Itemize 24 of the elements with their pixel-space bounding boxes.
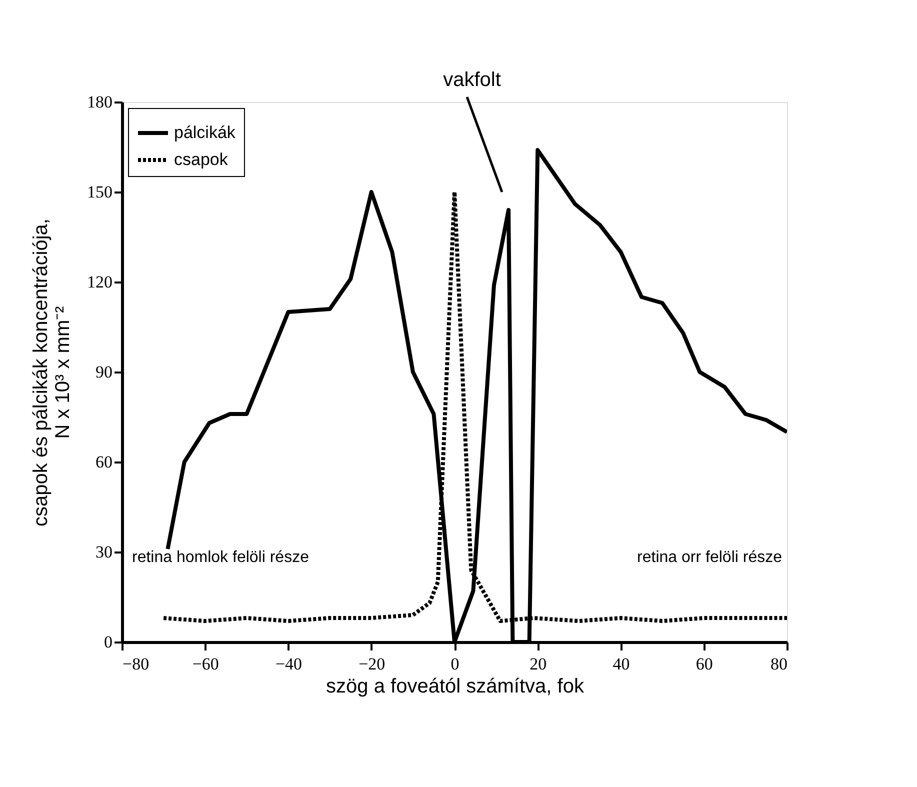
y-tick-label: 180 bbox=[87, 92, 112, 112]
y-tick-label: 120 bbox=[87, 272, 112, 292]
x-tick-label: 60 bbox=[696, 654, 713, 674]
x-tick-label: 0 bbox=[450, 654, 460, 674]
x-tick-label: −40 bbox=[275, 654, 302, 674]
y-tick-label: 60 bbox=[96, 452, 112, 472]
legend-label: pálcikák bbox=[174, 123, 236, 142]
x-tick-label: −60 bbox=[192, 654, 219, 674]
x-tick-label: −20 bbox=[358, 654, 386, 674]
x-tick-label: −80 bbox=[122, 654, 150, 674]
y-tick-label: 150 bbox=[87, 182, 112, 202]
x-axis-title: szög a foveától számítva, fok bbox=[326, 676, 585, 698]
y-tick-label: 0 bbox=[104, 632, 112, 652]
x-tick-label: 20 bbox=[530, 654, 547, 674]
x-tick-label: 80 bbox=[770, 654, 788, 674]
annotation: retina orr felöli része bbox=[637, 549, 782, 566]
text: vakfolt bbox=[443, 69, 502, 91]
text: N x 10³ x mm⁻² bbox=[52, 306, 74, 439]
legend-label: csapok bbox=[174, 150, 228, 169]
x-tick-label: 40 bbox=[612, 654, 630, 674]
text: csapok és pálcikák koncentrációja, bbox=[30, 218, 52, 526]
y-tick-label: 30 bbox=[96, 542, 112, 562]
y-tick-label: 90 bbox=[96, 362, 112, 382]
annotation: retina homlok felöli része bbox=[132, 549, 310, 566]
